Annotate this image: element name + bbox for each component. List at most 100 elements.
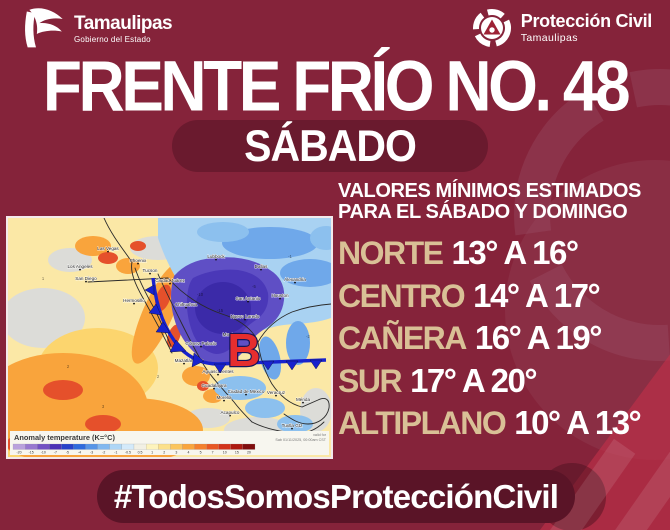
svg-text:Monterrey: Monterrey bbox=[223, 332, 244, 337]
svg-text:-7: -7 bbox=[54, 451, 57, 455]
map-anomaly-values: -15 -10 -5 -1 -2 1 2 3 2 bbox=[42, 254, 311, 409]
svg-text:Alexandria: Alexandria bbox=[284, 277, 306, 282]
svg-text:20: 20 bbox=[247, 451, 251, 455]
region-row: CENTRO 14° A 17° bbox=[338, 277, 670, 320]
svg-text:Lubbock: Lubbock bbox=[207, 254, 225, 259]
region-row: NORTE 13° A 16° bbox=[338, 234, 670, 277]
svg-text:2: 2 bbox=[157, 374, 160, 379]
page-title: FRENTE FRÍO NO. 48 bbox=[42, 45, 631, 127]
svg-text:Gómez Palacio: Gómez Palacio bbox=[185, 341, 217, 346]
proteccion-civil-emblem-icon bbox=[472, 9, 511, 47]
header-bar: Tamaulipas Gobierno del Estado Protecció… bbox=[0, 0, 670, 56]
region-range: 16° A 19° bbox=[474, 319, 603, 356]
svg-text:15: 15 bbox=[235, 451, 239, 455]
svg-text:Hermosillo: Hermosillo bbox=[123, 298, 145, 303]
svg-text:1: 1 bbox=[42, 276, 45, 281]
regions-list: NORTE 13° A 16° CENTRO 14° A 17° CAÑERA 16° A… bbox=[338, 234, 670, 447]
map-legend: Anomaly temperature (K=°C) valid for Sab… bbox=[10, 431, 329, 455]
tamaulipas-logo-title: Tamaulipas bbox=[74, 13, 173, 34]
svg-text:Ciudad de México: Ciudad de México bbox=[228, 389, 265, 394]
svg-text:-15: -15 bbox=[29, 451, 34, 455]
region-range: 13° A 16° bbox=[451, 234, 580, 271]
svg-text:Morelia: Morelia bbox=[216, 395, 232, 400]
legend-tick-labels: -20 -15 -10 -7 -5 -4 -3 -2 -1 -0.5 0.5 1 2 3 4 5 7 10 15 20 bbox=[17, 451, 251, 455]
svg-text:3: 3 bbox=[102, 404, 105, 409]
svg-text:5: 5 bbox=[200, 451, 202, 455]
region-row: CAÑERA 16° A 19° bbox=[338, 319, 670, 362]
legend-valid-line2: Sab 01/11/2025, 00:00am CST bbox=[275, 438, 326, 442]
proteccion-civil-logo: Protección Civil Tamaulipas bbox=[472, 8, 652, 48]
legend-color-cells bbox=[12, 443, 256, 450]
svg-text:-2: -2 bbox=[306, 334, 310, 339]
region-name: ALTIPLANO bbox=[338, 405, 507, 441]
region-name: NORTE bbox=[338, 235, 444, 271]
svg-text:Veracruz: Veracruz bbox=[267, 390, 286, 395]
svg-text:Ciudad Juárez: Ciudad Juárez bbox=[155, 278, 185, 283]
svg-text:Chihuahua: Chihuahua bbox=[175, 302, 198, 307]
proteccion-civil-title: Protección Civil bbox=[520, 11, 653, 32]
weather-map: -15 -10 -5 -1 -2 1 2 3 2 Las Vegas Los Angeles San… bbox=[0, 216, 342, 470]
svg-text:Guadalajara: Guadalajara bbox=[201, 383, 226, 388]
hashtag-pill: #TodosSomosProtecciónCivil bbox=[97, 470, 575, 523]
forecast-heading-line1: VALORES MÍNIMOS ESTIMADOS bbox=[338, 180, 641, 202]
svg-text:Houston: Houston bbox=[271, 293, 289, 298]
region-name: SUR bbox=[338, 362, 403, 399]
svg-text:4: 4 bbox=[187, 451, 189, 455]
svg-text:San Diego: San Diego bbox=[75, 276, 97, 281]
svg-text:-5: -5 bbox=[66, 451, 69, 455]
low-pressure-symbol: B bbox=[227, 324, 260, 376]
tamaulipas-logo-subtitle: Gobierno del Estado bbox=[74, 35, 151, 44]
svg-text:3: 3 bbox=[175, 451, 177, 455]
svg-text:Aguascalientes: Aguascalientes bbox=[202, 369, 234, 374]
tamaulipas-bird-icon bbox=[25, 8, 63, 48]
cold-front-pips bbox=[144, 284, 323, 374]
svg-text:San Antonio: San Antonio bbox=[236, 296, 261, 301]
hashtag-label: #TodosSomosProtecciónCivil bbox=[113, 477, 559, 515]
tamaulipas-logo: Tamaulipas Gobierno del Estado bbox=[16, 5, 173, 53]
svg-text:-4: -4 bbox=[78, 451, 81, 455]
svg-text:-2: -2 bbox=[102, 451, 105, 455]
svg-text:Mérida: Mérida bbox=[296, 397, 310, 402]
svg-text:-1: -1 bbox=[288, 254, 292, 259]
region-row: ALTIPLANO 10° A 13° bbox=[338, 404, 670, 447]
svg-text:Nuevo Laredo: Nuevo Laredo bbox=[231, 314, 260, 319]
svg-text:Los Angeles: Los Angeles bbox=[67, 264, 93, 269]
svg-text:-10: -10 bbox=[197, 292, 204, 297]
svg-text:-1: -1 bbox=[114, 451, 117, 455]
svg-text:Phoenix: Phoenix bbox=[130, 258, 147, 263]
svg-text:-3: -3 bbox=[90, 451, 93, 455]
svg-text:-15: -15 bbox=[217, 308, 224, 313]
svg-text:Tuxtla Gtz: Tuxtla Gtz bbox=[282, 423, 303, 428]
proteccion-civil-subtitle: Tamaulipas bbox=[520, 32, 578, 45]
svg-text:2: 2 bbox=[67, 364, 70, 369]
forecast-heading-line2: PARA EL SÁBADO Y DOMINGO bbox=[338, 201, 628, 223]
map-cities: Las Vegas Los Angeles San Diego Phoenix Tucs… bbox=[67, 246, 311, 430]
svg-text:Dallas: Dallas bbox=[255, 264, 268, 269]
day-badge: SÁBADO bbox=[172, 120, 488, 172]
region-range: 14° A 17° bbox=[473, 276, 601, 314]
svg-text:Acapulco: Acapulco bbox=[221, 410, 240, 415]
forecast-panel: VALORES MÍNIMOS ESTIMADOS PARA EL SÁBADO… bbox=[338, 181, 670, 447]
svg-text:2: 2 bbox=[163, 451, 165, 455]
region-range: 17° A 20° bbox=[410, 361, 538, 399]
region-name: CENTRO bbox=[338, 277, 466, 314]
svg-text:Mazatlán: Mazatlán bbox=[175, 358, 194, 363]
day-badge-label: SÁBADO bbox=[244, 120, 417, 171]
svg-text:Tucson: Tucson bbox=[143, 268, 158, 273]
svg-text:0.5: 0.5 bbox=[138, 451, 143, 455]
svg-text:-10: -10 bbox=[41, 451, 46, 455]
region-range: 10° A 13° bbox=[514, 404, 642, 441]
svg-text:-20: -20 bbox=[17, 451, 22, 455]
legend-title: Anomaly temperature (K=°C) bbox=[14, 433, 115, 442]
svg-text:-0.5: -0.5 bbox=[125, 451, 131, 455]
region-row: SUR 17° A 20° bbox=[338, 362, 670, 405]
legend-valid-line1: valid for bbox=[313, 433, 327, 437]
svg-text:Las Vegas: Las Vegas bbox=[97, 246, 119, 251]
svg-text:-5: -5 bbox=[252, 284, 256, 289]
svg-text:1: 1 bbox=[151, 451, 153, 455]
svg-text:7: 7 bbox=[212, 451, 214, 455]
region-name: CAÑERA bbox=[338, 320, 467, 356]
svg-text:10: 10 bbox=[223, 451, 227, 455]
